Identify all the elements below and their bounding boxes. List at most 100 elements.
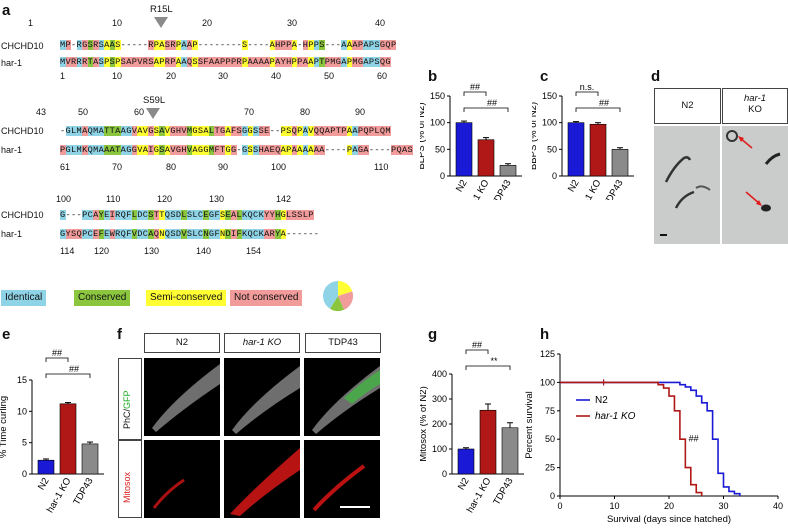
y-tick-label: 150 <box>542 91 557 101</box>
residue: W <box>109 229 116 239</box>
residue: G <box>385 57 391 67</box>
residue: Q <box>313 126 320 136</box>
residue: V <box>131 126 138 136</box>
seq-number: 43 <box>36 107 47 117</box>
y-tick-label: 0 <box>440 171 445 181</box>
residue: P <box>153 40 160 50</box>
seq-number: 114 <box>60 246 75 256</box>
residue: A <box>181 57 187 67</box>
y-tick-label: 100 <box>430 118 445 128</box>
residue: L <box>236 210 243 220</box>
mutation-arrow-icon <box>154 17 168 28</box>
residue: - <box>247 40 254 50</box>
y-tick-label: 100 <box>542 118 557 128</box>
residue: A <box>230 210 237 220</box>
legend-identical: Identical <box>1 290 47 306</box>
residue: F <box>214 210 220 220</box>
residue: S <box>120 57 127 67</box>
residue: S <box>164 40 171 50</box>
mutation-label: S59L <box>143 95 166 106</box>
residue: P <box>159 57 165 67</box>
x-tick-label: TDP43 <box>71 476 95 507</box>
y-axis-label: % Time curling <box>0 396 9 458</box>
residue: - <box>291 229 298 239</box>
residue: P <box>368 40 375 50</box>
residue: P <box>308 40 314 50</box>
residue: D <box>137 229 143 239</box>
residue: A <box>280 229 287 239</box>
residue: - <box>341 145 347 155</box>
residue: C <box>142 210 149 220</box>
residue: S <box>98 40 105 50</box>
residue: A <box>98 126 105 136</box>
survival-line <box>560 381 703 496</box>
panel-label-e: e <box>2 326 11 343</box>
residue: A <box>302 57 309 67</box>
residue: P <box>60 145 66 155</box>
sig-label: n.s. <box>580 82 595 92</box>
residue: K <box>258 210 265 220</box>
residue: G <box>65 126 72 136</box>
residue: Q <box>396 145 402 155</box>
seq-number: 110 <box>106 194 121 204</box>
residue: F <box>214 145 220 155</box>
x-tick-label: 0 <box>557 501 562 511</box>
mitosox-text: Mitosox <box>122 471 132 503</box>
residue: P <box>104 57 110 67</box>
residue: F <box>230 126 237 136</box>
residue: A <box>175 57 182 67</box>
residue: P <box>131 57 138 67</box>
residue: G <box>82 40 88 50</box>
residue: P <box>341 126 347 136</box>
legend-label: N2 <box>595 395 608 406</box>
residue: A <box>120 126 127 136</box>
y-axis-label: BLPS (% of N2) <box>420 102 427 169</box>
residue: A <box>186 40 193 50</box>
residue: S <box>87 40 94 50</box>
seq-name-har1: har-1 <box>1 58 23 68</box>
residue: - <box>324 145 331 155</box>
residue: E <box>264 126 270 136</box>
residue: - <box>275 126 281 136</box>
residue: T <box>87 57 94 67</box>
sig-label: ## <box>599 98 609 108</box>
residue: - <box>385 145 391 155</box>
residue: A <box>363 57 369 67</box>
residue: - <box>374 145 380 155</box>
y-tick-label: 75 <box>545 406 555 416</box>
bar <box>457 448 475 475</box>
residue: Q <box>87 145 94 155</box>
residue: A <box>264 229 270 239</box>
bar <box>501 427 519 475</box>
sig-label: ## <box>487 98 497 108</box>
residue: Q <box>291 126 298 136</box>
bar <box>81 443 99 475</box>
residue: L <box>208 126 215 136</box>
residue: G <box>335 57 342 67</box>
residue: - <box>308 229 314 239</box>
residue: A <box>352 145 358 155</box>
residue: M <box>60 57 66 67</box>
residue: G <box>247 126 254 136</box>
residue: I <box>148 145 154 155</box>
residue: A <box>297 145 303 155</box>
seq-number: 10 <box>112 18 123 28</box>
residue: E <box>104 210 110 220</box>
seq-number: 61 <box>60 162 71 172</box>
residue: M <box>60 40 66 50</box>
residue: - <box>236 145 243 155</box>
residue: Q <box>247 210 254 220</box>
residue: S <box>153 126 160 136</box>
seq-name-chchd10: CHCHD10 <box>1 41 44 51</box>
residue: E <box>225 210 231 220</box>
residue: M <box>330 57 336 67</box>
seq-number: 70 <box>244 107 255 117</box>
residue: G <box>208 229 215 239</box>
annotation: ## <box>689 433 699 443</box>
residue: Q <box>76 229 83 239</box>
seq-number: 1 <box>60 71 66 81</box>
residue: Q <box>379 126 386 136</box>
residue: Y <box>280 57 287 67</box>
seq-number: 142 <box>276 194 292 204</box>
residue: A <box>104 145 110 155</box>
